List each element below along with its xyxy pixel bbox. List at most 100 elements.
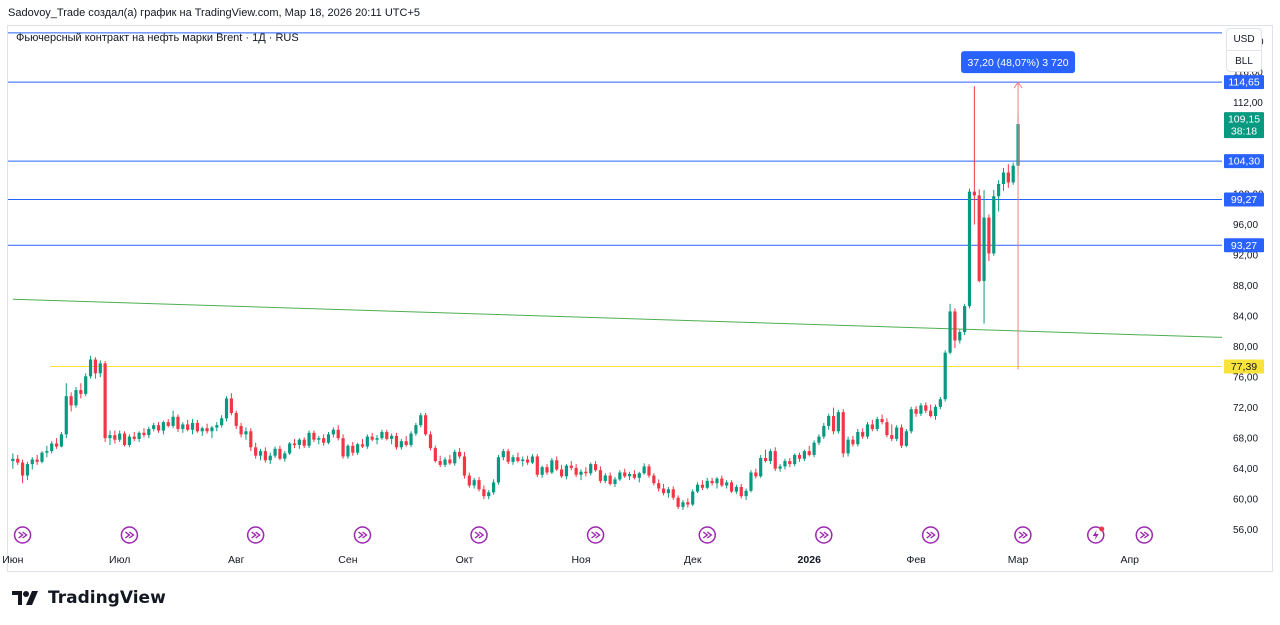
candle-body — [822, 425, 826, 437]
candle-body — [997, 183, 1001, 197]
candle-body — [331, 429, 335, 435]
candle-body — [336, 429, 340, 439]
currency-usd[interactable]: USD — [1233, 34, 1255, 45]
x-axis-label: Дек — [684, 554, 702, 566]
candle-body — [244, 431, 248, 435]
x-axis-label: Окт — [456, 554, 474, 566]
measure-label-box — [961, 51, 1076, 74]
candle-body — [380, 432, 384, 439]
event-marker-icon[interactable] — [815, 526, 833, 544]
candle-body — [190, 422, 195, 430]
candle-body — [156, 425, 161, 431]
candle-body — [856, 432, 860, 445]
y-tick-label: 92,00 — [1233, 250, 1258, 261]
candle-body — [627, 474, 632, 477]
candle-body — [59, 434, 64, 447]
candle-body — [453, 451, 457, 464]
candle-body — [987, 217, 991, 254]
candle-body — [851, 439, 855, 445]
candle-body — [831, 416, 836, 432]
marker-glyph — [18, 531, 28, 539]
x-axis-label: Фев — [906, 554, 926, 566]
candle-body — [778, 466, 782, 469]
candle-body — [234, 412, 238, 426]
tradingview-logo-icon — [12, 591, 38, 605]
candle-body — [84, 376, 88, 394]
candle-body — [249, 431, 253, 448]
y-tick-label: 112,00 — [1233, 98, 1263, 109]
measure-label-text: 37,20 (48,07%) 3 720 — [968, 57, 1069, 69]
x-axis-label: Сен — [338, 554, 357, 566]
candle-body — [992, 196, 996, 254]
candle-body — [545, 467, 549, 473]
candle-body — [943, 352, 947, 400]
candle-body — [841, 412, 845, 454]
candle-body — [428, 434, 433, 449]
marker-glyph — [702, 531, 713, 539]
tradingview-logo[interactable]: TradingView — [12, 588, 166, 608]
candle-body — [108, 435, 112, 439]
candle-body — [273, 448, 277, 456]
marker-glyph — [819, 531, 829, 539]
candle-body — [254, 447, 258, 456]
event-marker-icon[interactable] — [921, 526, 940, 544]
candle-body — [215, 425, 219, 428]
candle-body — [482, 489, 486, 497]
alert-marker-icon[interactable] — [1086, 526, 1105, 544]
candle-body — [229, 398, 233, 413]
candle-body — [555, 460, 559, 470]
candle-body — [467, 475, 471, 486]
candle-body — [419, 415, 423, 426]
candle-body — [812, 442, 816, 455]
marker-glyph — [474, 531, 485, 539]
candle-body — [807, 451, 811, 455]
candle-body — [763, 457, 768, 462]
candle-body — [147, 428, 151, 436]
candle-body — [754, 472, 758, 477]
event-marker-icon[interactable] — [120, 526, 139, 544]
candle-body — [865, 424, 870, 437]
candle-body — [477, 480, 481, 490]
event-marker-icon[interactable] — [1135, 526, 1154, 544]
candle-body — [54, 443, 59, 447]
measure-arrow — [1013, 81, 1023, 89]
currency-bll[interactable]: BLL — [1227, 50, 1261, 72]
candle-body — [700, 484, 705, 488]
chart-frame — [7, 25, 1273, 572]
candle-body — [972, 191, 976, 196]
event-marker-icon[interactable] — [13, 526, 32, 544]
event-marker-icon[interactable] — [353, 526, 372, 544]
candle-body — [647, 466, 651, 476]
candle-body — [788, 461, 792, 465]
candle-body — [365, 436, 369, 447]
candle-body — [720, 478, 724, 486]
y-tick-label: 88,00 — [1233, 281, 1258, 292]
candle-body — [559, 469, 564, 477]
candle-body — [739, 486, 743, 497]
candle-body — [152, 425, 156, 429]
candle-body — [540, 467, 544, 475]
candle-body — [666, 489, 671, 494]
event-marker-icon[interactable] — [698, 526, 717, 544]
candle-body — [729, 482, 734, 492]
x-axis-label: Ноя — [571, 554, 590, 566]
event-marker-icon[interactable] — [586, 526, 605, 544]
candle-body — [278, 448, 282, 459]
event-marker-icon[interactable] — [1014, 526, 1032, 544]
event-marker-icon[interactable] — [246, 526, 265, 544]
event-marker-icon[interactable] — [470, 526, 488, 544]
currency-selector[interactable]: USD BLL — [1226, 28, 1262, 72]
price-line-label-text: 104,30 — [1228, 156, 1260, 168]
candle-body — [351, 445, 355, 453]
candle-body — [496, 457, 501, 483]
candle-body — [414, 425, 418, 434]
price-line-label-text: 93,27 — [1231, 240, 1257, 252]
candle-body — [521, 459, 525, 462]
candle-body — [341, 438, 345, 457]
candle-body — [195, 422, 199, 432]
candle-body — [385, 432, 389, 439]
y-tick-label: 116,00 — [1233, 67, 1263, 78]
last-price-label-text: 109,15 — [1228, 114, 1260, 126]
candle-body — [132, 436, 136, 439]
